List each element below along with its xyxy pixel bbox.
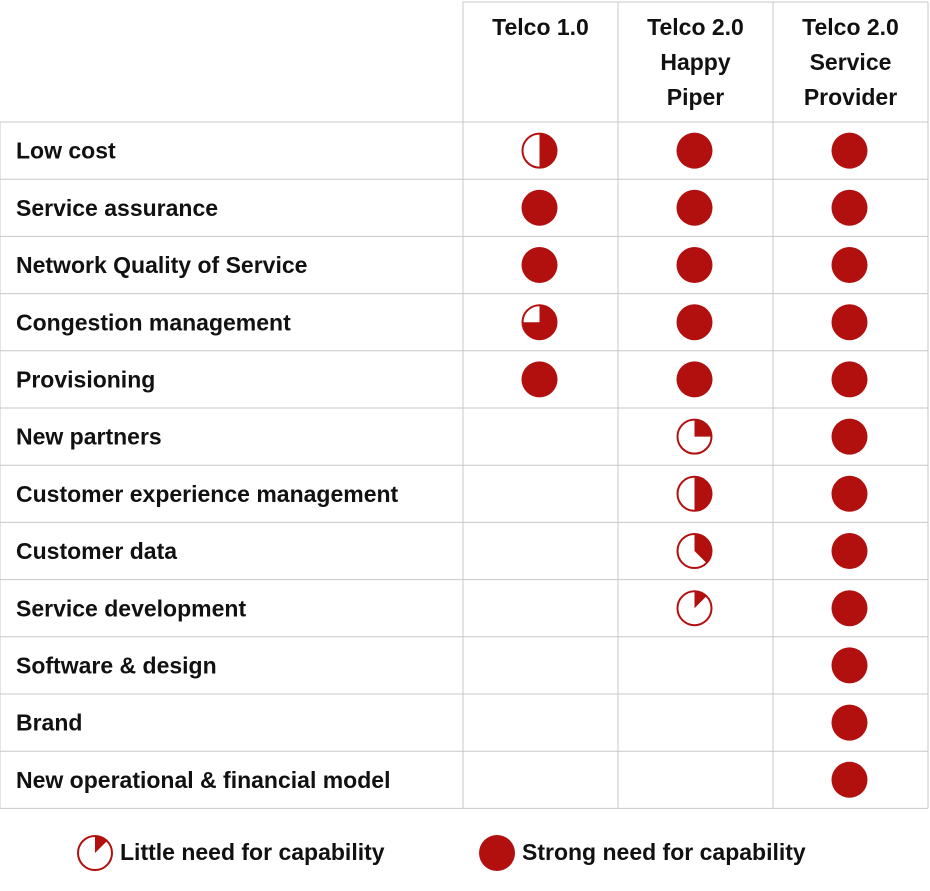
legend-label: Strong need for capability — [522, 839, 806, 865]
harvey-ball — [676, 304, 713, 341]
row-label: Customer experience management — [16, 481, 399, 507]
row-label: New operational & financial model — [16, 767, 390, 793]
column-header: Provider — [804, 84, 897, 110]
harvey-ball — [676, 418, 713, 455]
harvey-ball — [676, 132, 713, 169]
column-header: Happy — [660, 49, 731, 75]
column-header: Telco 1.0 — [492, 14, 589, 40]
row-label: New partners — [16, 424, 162, 450]
row-label: Provisioning — [16, 366, 155, 392]
harvey-ball — [521, 247, 558, 283]
harvey-ball — [831, 475, 868, 512]
harvey-ball — [676, 189, 713, 226]
harvey-ball — [831, 704, 868, 741]
legend-label: Little need for capability — [120, 839, 385, 865]
harvey-ball — [521, 132, 558, 169]
harvey-ball — [676, 475, 713, 512]
harvey-ball — [521, 304, 558, 341]
row-label: Software & design — [16, 652, 217, 678]
harvey-ball — [831, 647, 868, 684]
column-header: Telco 2.0 — [802, 14, 899, 40]
harvey-ball — [831, 761, 868, 798]
harvey-ball — [676, 533, 713, 569]
harvey-ball — [676, 247, 713, 283]
harvey-ball — [521, 361, 558, 398]
column-header: Piper — [667, 84, 725, 110]
row-label: Service assurance — [16, 195, 218, 221]
harvey-ball — [831, 361, 868, 398]
column-header: Service — [810, 49, 892, 75]
harvey-ball — [831, 418, 868, 455]
row-label: Service development — [16, 595, 246, 621]
row-label: Brand — [16, 710, 82, 736]
harvey-ball — [521, 189, 558, 226]
harvey-ball — [831, 247, 868, 283]
row-label: Congestion management — [16, 309, 291, 335]
harvey-ball — [831, 304, 868, 341]
harvey-ball — [831, 590, 868, 627]
harvey-ball — [479, 835, 515, 871]
column-header: Telco 2.0 — [647, 14, 744, 40]
row-label: Network Quality of Service — [16, 252, 307, 278]
harvey-ball — [831, 533, 868, 569]
harvey-ball — [77, 835, 113, 871]
row-label: Low cost — [16, 138, 116, 164]
harvey-ball — [831, 132, 868, 169]
row-label: Customer data — [16, 538, 177, 564]
harvey-ball — [676, 361, 713, 398]
harvey-ball — [676, 590, 713, 627]
harvey-ball — [831, 189, 868, 226]
